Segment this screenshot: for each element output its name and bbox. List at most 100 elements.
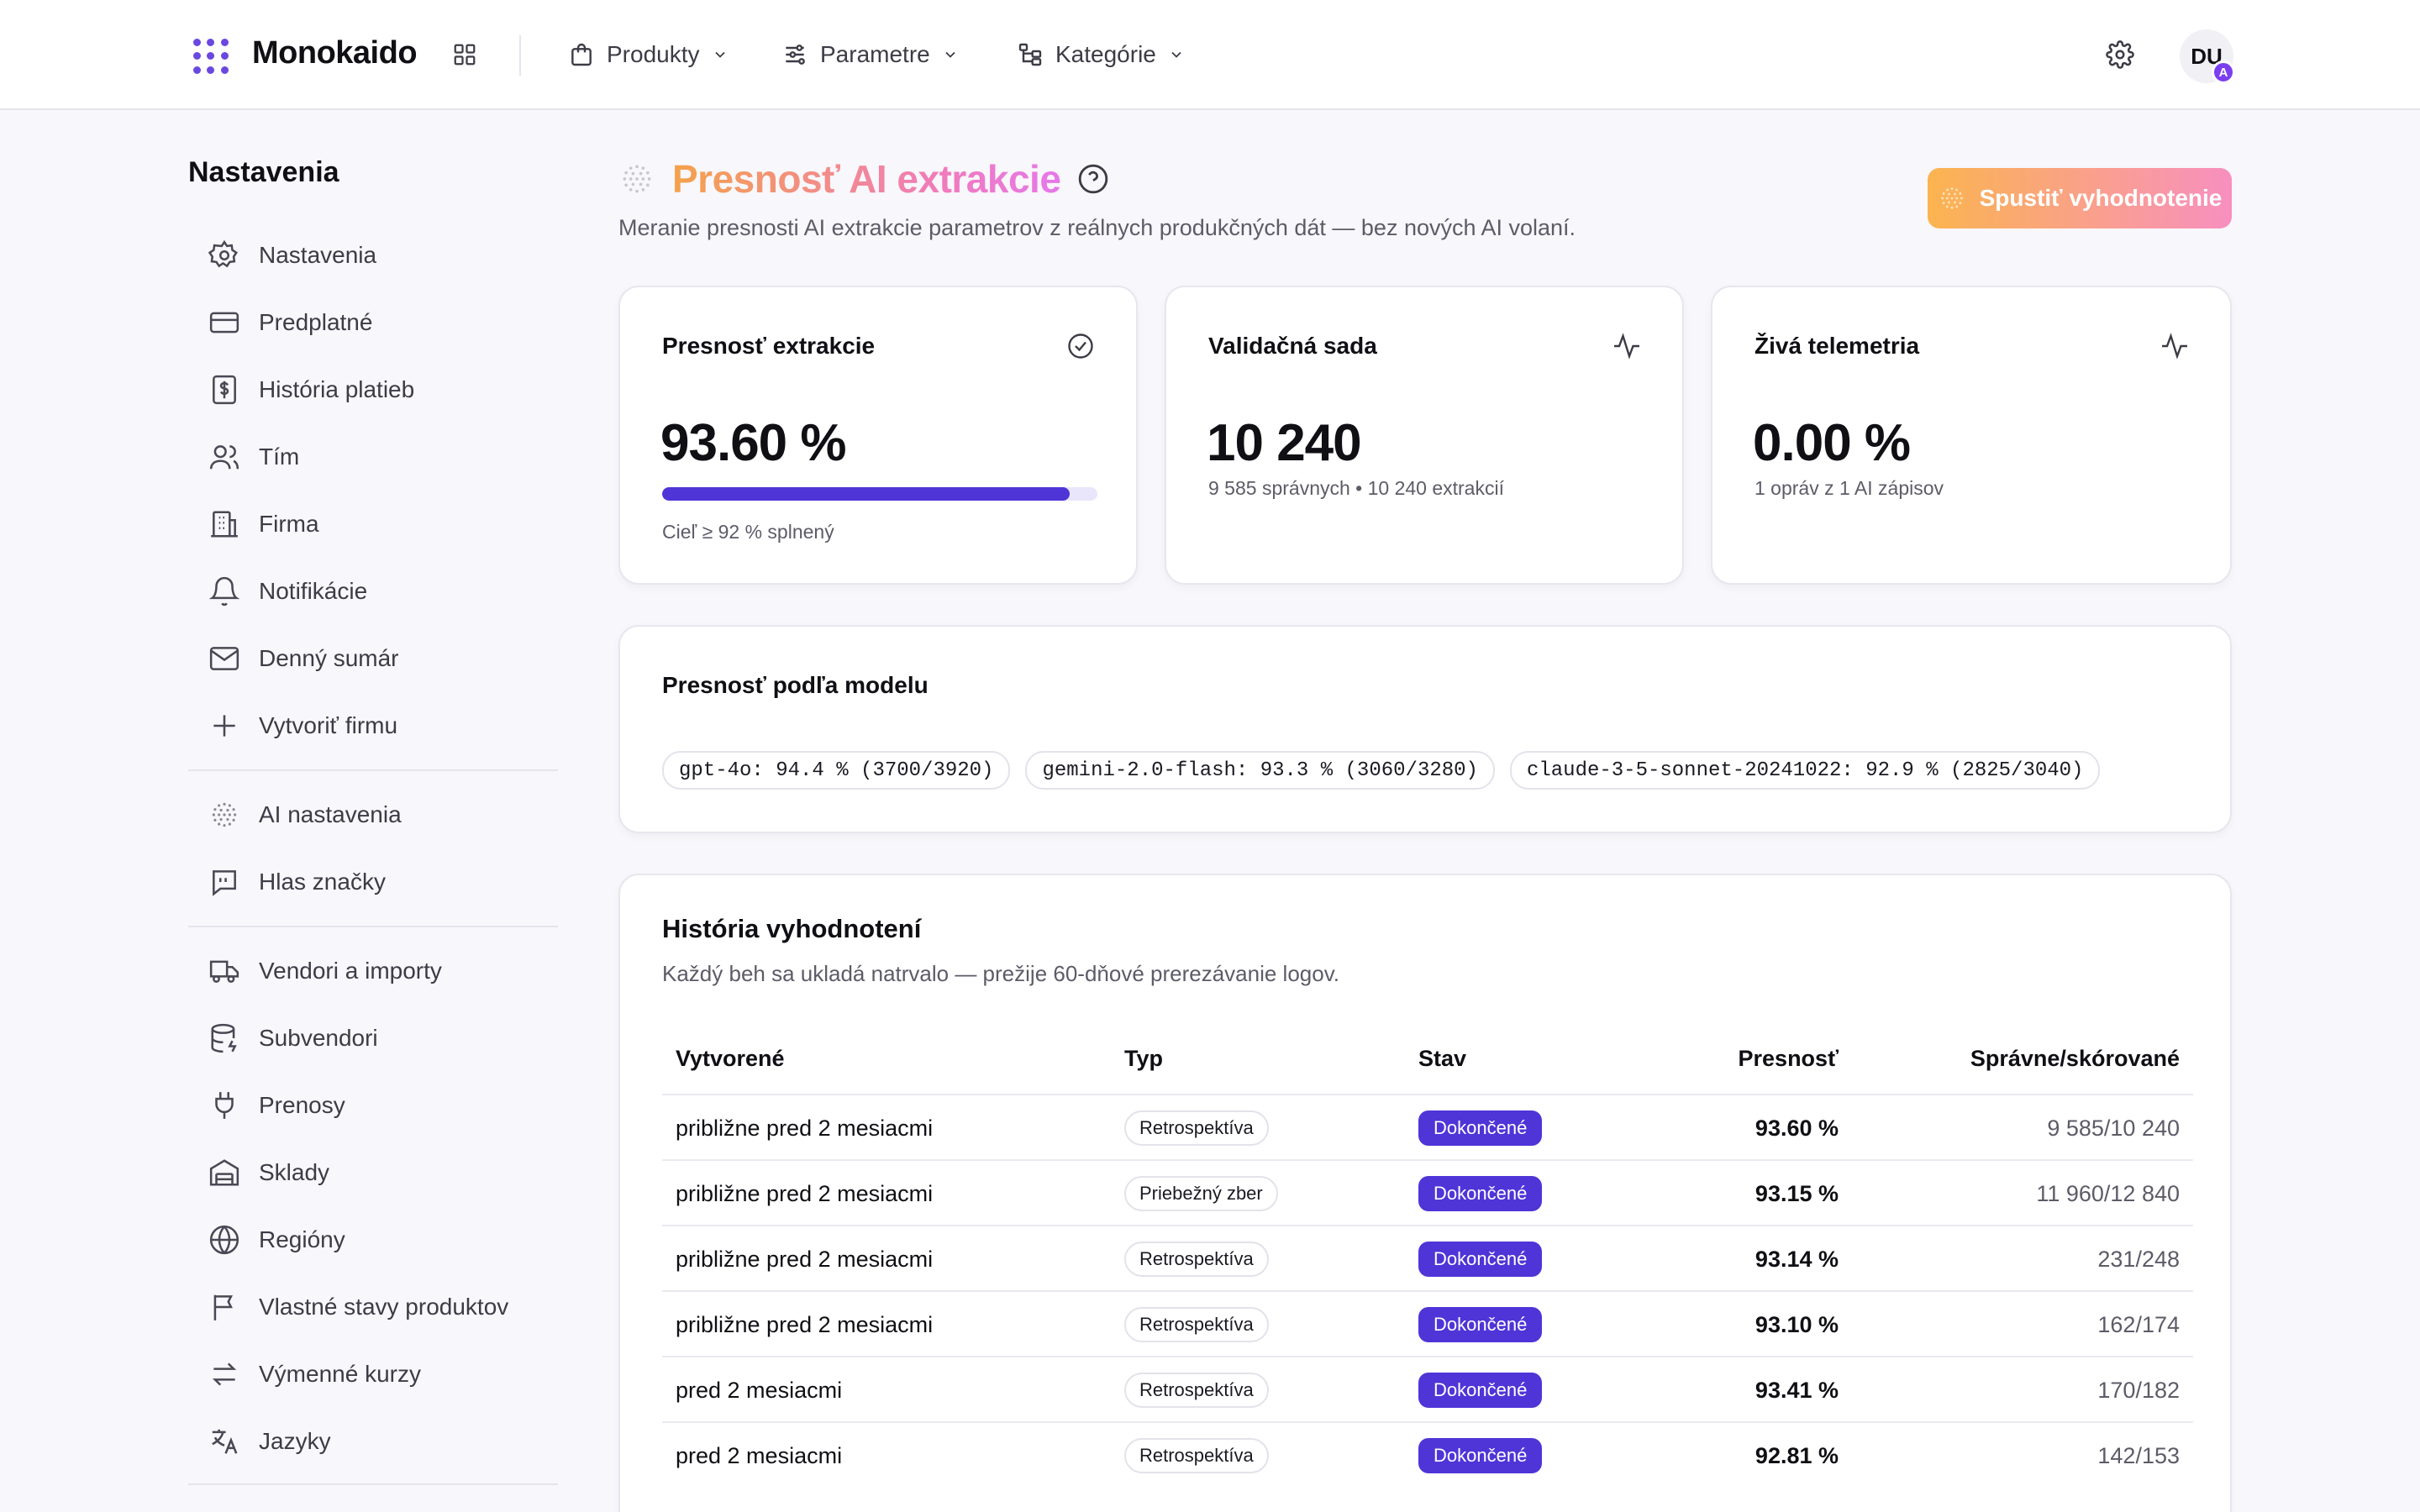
cell-accuracy: 93.41 % [1754,1377,1839,1403]
cell-accuracy: 93.60 % [1754,1115,1839,1141]
accuracy-value: 93.60 % [660,414,847,472]
column-header-status[interactable]: Stav [1418,1045,1467,1071]
cell-accuracy: 93.15 % [1754,1180,1839,1206]
sidebar-divider [188,926,558,927]
sidebar-item-vytvorit-firmu[interactable]: Vytvoriť firmu [208,707,397,744]
cell-accuracy: 93.14 % [1754,1246,1839,1272]
sidebar-item-regiony[interactable]: Regióny [208,1221,345,1258]
page-subtitle: Meranie presnosti AI extrakcie parametro… [618,215,1576,240]
cell-created: približne pred 2 mesiacmi [676,1246,934,1272]
ai-sphere-icon [212,802,237,827]
status-badge: Dokončené [1418,1373,1543,1408]
nav-parametre[interactable]: Parametre [781,35,959,74]
model-chip: claude-3-5-sonnet-20241022: 92.9 % (2825… [1509,751,2101,790]
history-card: História vyhodnotení Každý beh sa ukladá… [618,874,2232,1512]
table-row[interactable]: približne pred 2 mesiacmi Priebežný zber… [662,1159,2193,1225]
model-chips: gpt-4o: 94.4 % (3700/3920) gemini-2.0-fl… [662,751,2101,790]
status-badge: Dokončené [1418,1176,1543,1211]
mail-icon [209,647,239,670]
shopping-bag-icon [571,43,592,66]
sidebar-item-firma[interactable]: Firma [208,506,319,543]
nav-kategorie[interactable]: Kategórie [1017,35,1185,74]
sidebar-item-label: Notifikácie [259,578,368,604]
table-row[interactable]: pred 2 mesiacmi Retrospektíva Dokončené … [662,1421,2193,1487]
globe-icon [209,1225,239,1255]
sidebar-item-label: Výmenné kurzy [259,1361,421,1387]
nav-label: Produkty [607,41,700,67]
progress-fill [662,487,1070,501]
cell-ratio: 142/153 [2097,1442,2180,1468]
cell-created: pred 2 mesiacmi [676,1377,843,1403]
sidebar-item-label: Predplatné [259,309,373,335]
sidebar-item-tim[interactable]: Tím [208,438,299,475]
sidebar-item-jazyky[interactable]: Jazyky [208,1423,331,1460]
sidebar-item-label: Jazyky [259,1428,331,1454]
logo-icon[interactable] [193,39,229,74]
avatar-badge: A [2212,60,2235,84]
sidebar-item-label: Denný sumár [259,645,399,671]
plug-icon [215,1092,234,1119]
sidebar-item-vymenne-kurzy[interactable]: Výmenné kurzy [208,1356,421,1393]
translate-icon [212,1429,238,1454]
sidebar-item-prenosy[interactable]: Prenosy [208,1087,345,1124]
sidebar-item-predplatne[interactable]: Predplatné [208,304,372,341]
sidebar-item-denny-sumar[interactable]: Denný sumár [208,640,399,677]
cell-ratio: 162/174 [2097,1311,2180,1337]
sidebar-item-label: Nastavenia [259,242,377,268]
cell-accuracy: 93.10 % [1754,1311,1839,1337]
sidebar-item-label: Regióny [259,1226,345,1252]
cell-created: pred 2 mesiacmi [676,1442,843,1468]
status-badge: Dokončené [1418,1110,1543,1146]
nav-label: Kategórie [1055,41,1156,67]
column-header-created[interactable]: Vytvorené [676,1045,785,1071]
sidebar-item-vendori[interactable]: Vendori a importy [208,953,442,990]
type-badge: Retrospektíva [1124,1110,1269,1146]
sidebar-item-subvendori[interactable]: Subvendori [208,1020,378,1057]
help-icon[interactable] [1077,163,1109,195]
sidebar-item-label: AI nastavenia [259,801,402,827]
history-title: História vyhodnotení [662,914,922,943]
history-subtitle: Každý beh sa ukladá natrvalo — prežije 6… [662,961,1339,986]
column-header-type[interactable]: Typ [1124,1045,1163,1071]
column-header-accuracy[interactable]: Presnosť [1738,1045,1839,1071]
settings-gear-icon[interactable] [2106,40,2134,69]
nav-produkty[interactable]: Produkty [568,35,729,74]
status-badge: Dokončené [1418,1307,1543,1342]
activity-icon [1614,333,1639,360]
receipt-icon [213,375,236,405]
sidebar-item-hlas-znacky[interactable]: Hlas značky [208,864,386,900]
sidebar-item-nastavenia[interactable]: Nastavenia [208,237,376,274]
apps-grid-icon[interactable] [452,42,477,67]
cell-accuracy: 92.81 % [1754,1442,1839,1468]
table-row[interactable]: približne pred 2 mesiacmi Retrospektíva … [662,1094,2193,1159]
credit-card-icon [209,312,239,333]
cell-ratio: 170/182 [2097,1377,2180,1403]
table-row[interactable]: pred 2 mesiacmi Retrospektíva Dokončené … [662,1356,2193,1421]
sidebar-item-historia-platieb[interactable]: História platieb [208,371,414,408]
sidebar-item-ai-nastavenia[interactable]: AI nastavenia [208,796,402,833]
sidebar-item-notifikacie[interactable]: Notifikácie [208,573,367,610]
card-label: Presnosť extrakcie [662,333,876,359]
sidebar-item-label: Subvendori [259,1025,378,1051]
model-accuracy-card: Presnosť podľa modelu gpt-4o: 94.4 % (37… [618,625,2232,833]
card-label: Validačná sada [1208,333,1377,359]
sidebar-item-vlastne-stavy[interactable]: Vlastné stavy produktov [208,1289,508,1326]
validation-sub: 9 585 správnych • 10 240 extrakcií [1208,477,1504,499]
nav-label: Parametre [820,41,930,67]
run-evaluation-button[interactable]: Spustiť vyhodnotenie [1928,168,2232,228]
sidebar-item-sklady[interactable]: Sklady [208,1154,329,1191]
brand-name[interactable]: Monokaido [252,35,418,71]
user-avatar[interactable]: DU [2180,29,2233,83]
check-circle-icon [1068,333,1093,359]
gear-icon [208,239,239,268]
card-label: Živá telemetria [1754,333,1920,359]
column-header-ratio[interactable]: Správne/skórované [1970,1045,2180,1071]
quote-icon [213,870,236,896]
model-chip: gemini-2.0-flash: 93.3 % (3060/3280) [1025,751,1495,790]
table-row[interactable]: približne pred 2 mesiacmi Retrospektíva … [662,1290,2193,1356]
sidebar-title: Nastavenia [188,156,339,188]
table-row[interactable]: približne pred 2 mesiacmi Retrospektíva … [662,1225,2193,1290]
sidebar-item-label: Vlastné stavy produktov [259,1294,509,1320]
chevron-down-icon [714,51,725,58]
sidebar-item-label: Vendori a importy [259,958,442,984]
